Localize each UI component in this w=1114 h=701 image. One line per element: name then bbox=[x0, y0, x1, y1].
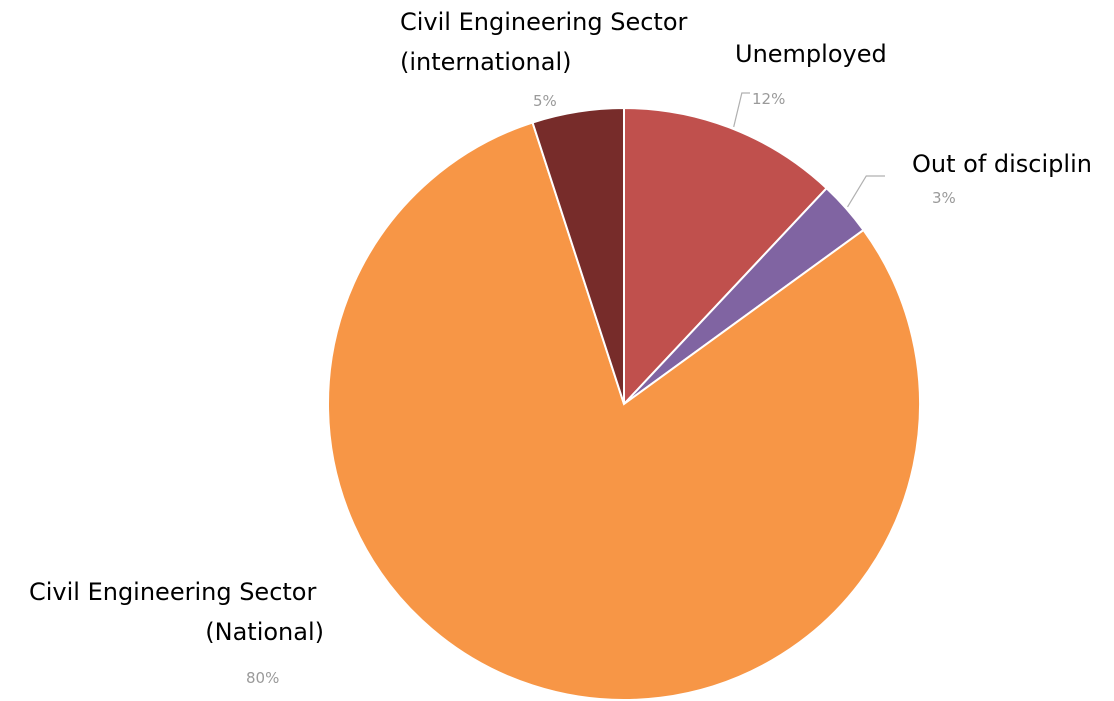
label-civil-engineering-national-line2: (National) bbox=[205, 618, 324, 646]
label-civil-engineering-international: Civil Engineering Sector (international) bbox=[400, 8, 695, 76]
leader-lines bbox=[733, 92, 885, 208]
label-unemployed: Unemployed bbox=[735, 40, 887, 68]
label-civil-engineering-national: Civil Engineering Sector (National) bbox=[29, 578, 324, 646]
label-civil-engineering-international-line2: (international) bbox=[400, 48, 572, 76]
label-civil-engineering-national-line1: Civil Engineering Sector bbox=[29, 578, 317, 606]
leader-line-unemployed bbox=[733, 92, 750, 128]
label-civil-engineering-international-line1: Civil Engineering Sector bbox=[400, 8, 688, 36]
pct-label-civil-engineering-international: 5% bbox=[533, 92, 557, 110]
pie-slice-unemployed bbox=[623, 106, 829, 407]
pie-slice-civil-engineering-sector-international bbox=[531, 106, 625, 405]
pie-slices bbox=[326, 106, 921, 701]
pct-label-civil-engineering-national: 80% bbox=[246, 669, 279, 687]
pct-label-out-of-discipline: 3% bbox=[932, 189, 956, 207]
label-out-of-discipline: Out of disciplin bbox=[912, 150, 1092, 178]
pie-slice-civil-engineering-sector-national bbox=[326, 121, 921, 701]
leader-line-out-of-disciplin bbox=[847, 175, 885, 208]
pct-label-unemployed: 12% bbox=[752, 90, 785, 108]
